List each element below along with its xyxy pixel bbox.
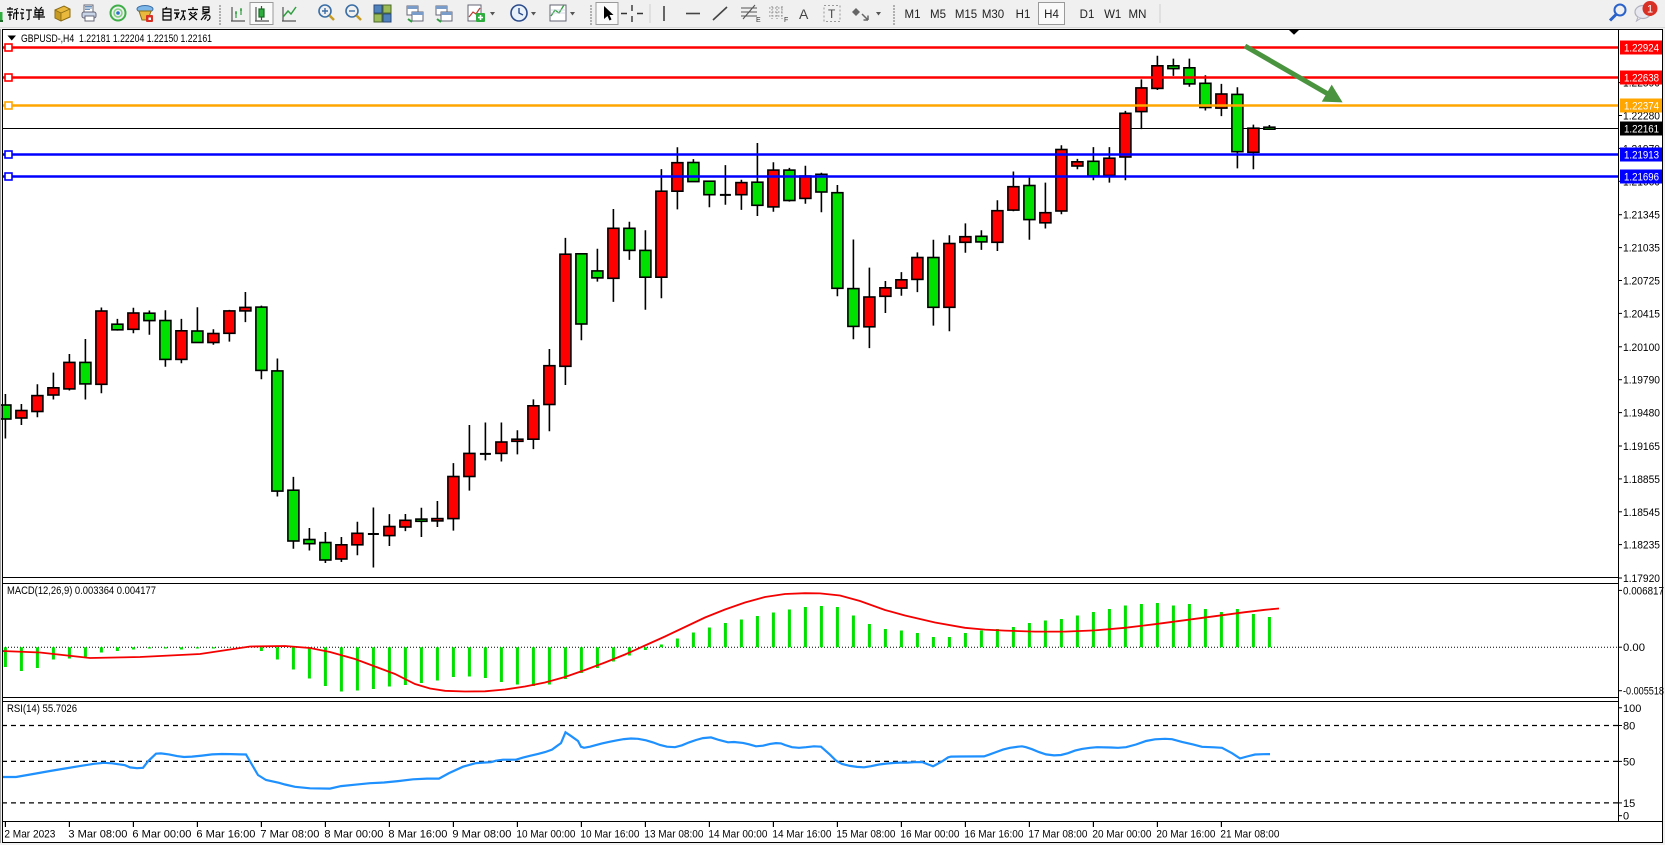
svg-text:14 Mar 16:00: 14 Mar 16:00 [772, 829, 831, 841]
svg-text:1.19165: 1.19165 [1623, 441, 1660, 453]
svg-text:1.18545: 1.18545 [1623, 507, 1660, 519]
svg-text:13 Mar 08:00: 13 Mar 08:00 [644, 829, 703, 841]
svg-text:0.00: 0.00 [1623, 642, 1645, 654]
svg-text:100: 100 [1623, 703, 1641, 715]
svg-text:E: E [756, 17, 761, 24]
svg-text:M5: M5 [930, 9, 946, 21]
svg-text:10 Mar 00:00: 10 Mar 00:00 [516, 829, 575, 841]
svg-text:1.19480: 1.19480 [1623, 408, 1660, 420]
svg-text:20 Mar 00:00: 20 Mar 00:00 [1092, 829, 1151, 841]
svg-text:2 Mar 2023: 2 Mar 2023 [4, 829, 55, 841]
svg-text:MACD(12,26,9) 0.003364 0.00417: MACD(12,26,9) 0.003364 0.004177 [7, 585, 156, 597]
svg-text:1.18855: 1.18855 [1623, 474, 1660, 486]
svg-text:-0.005518: -0.005518 [1623, 686, 1664, 698]
svg-text:H1: H1 [1016, 9, 1031, 21]
svg-text:1.18235: 1.18235 [1623, 540, 1660, 552]
svg-text:H4: H4 [1044, 9, 1059, 21]
svg-text:6 Mar 00:00: 6 Mar 00:00 [132, 829, 191, 841]
svg-text:MN: MN [1129, 9, 1147, 21]
svg-text:15: 15 [1623, 798, 1635, 810]
svg-text:1.21696: 1.21696 [1624, 172, 1659, 184]
svg-text:14 Mar 00:00: 14 Mar 00:00 [708, 829, 767, 841]
svg-text:1.22638: 1.22638 [1624, 73, 1659, 85]
svg-text:1.19790: 1.19790 [1623, 375, 1660, 387]
svg-text:1.17920: 1.17920 [1623, 573, 1660, 585]
svg-text:T: T [828, 7, 836, 21]
svg-text:0: 0 [1623, 811, 1629, 823]
svg-text:1.21345: 1.21345 [1623, 210, 1660, 222]
svg-text:20 Mar 16:00: 20 Mar 16:00 [1156, 829, 1215, 841]
svg-text:80: 80 [1623, 721, 1635, 733]
svg-text:RSI(14) 55.7026: RSI(14) 55.7026 [7, 703, 77, 715]
svg-text:16 Mar 16:00: 16 Mar 16:00 [964, 829, 1023, 841]
svg-text:A: A [799, 6, 809, 22]
svg-text:7 Mar 08:00: 7 Mar 08:00 [260, 829, 319, 841]
svg-text:50: 50 [1623, 756, 1635, 768]
svg-text:16 Mar 00:00: 16 Mar 00:00 [900, 829, 959, 841]
svg-text:8 Mar 16:00: 8 Mar 16:00 [388, 829, 447, 841]
svg-text:M1: M1 [905, 9, 921, 21]
svg-text:0.006817: 0.006817 [1623, 585, 1664, 597]
svg-text:1.20100: 1.20100 [1623, 342, 1660, 354]
svg-text:1: 1 [1647, 4, 1653, 16]
svg-text:D1: D1 [1080, 9, 1095, 21]
svg-text:1.22924: 1.22924 [1624, 43, 1659, 55]
svg-text:9 Mar 08:00: 9 Mar 08:00 [452, 829, 511, 841]
svg-text:1.22280: 1.22280 [1623, 111, 1660, 123]
svg-text:3 Mar 08:00: 3 Mar 08:00 [68, 829, 127, 841]
svg-text:M15: M15 [955, 9, 977, 21]
svg-text:1.22161: 1.22161 [1624, 124, 1659, 136]
svg-text:1.20415: 1.20415 [1623, 308, 1660, 320]
svg-text:15 Mar 08:00: 15 Mar 08:00 [836, 829, 895, 841]
svg-text:6 Mar 16:00: 6 Mar 16:00 [196, 829, 255, 841]
svg-text:1.20725: 1.20725 [1623, 276, 1660, 288]
svg-text:8 Mar 00:00: 8 Mar 00:00 [324, 829, 383, 841]
svg-text:21 Mar 08:00: 21 Mar 08:00 [1220, 829, 1279, 841]
svg-text:W1: W1 [1104, 9, 1121, 21]
svg-text:10 Mar 16:00: 10 Mar 16:00 [580, 829, 639, 841]
svg-text:17 Mar 08:00: 17 Mar 08:00 [1028, 829, 1087, 841]
svg-text:1.22374: 1.22374 [1624, 101, 1659, 113]
svg-text:F: F [784, 17, 788, 24]
svg-text:M30: M30 [982, 9, 1004, 21]
svg-text:1.21035: 1.21035 [1623, 243, 1660, 255]
svg-text:1.21913: 1.21913 [1624, 150, 1659, 162]
svg-text:GBPUSD-,H4 1.22181 1.22204 1.: GBPUSD-,H4 1.22181 1.22204 1.22150 1.221… [21, 33, 212, 45]
